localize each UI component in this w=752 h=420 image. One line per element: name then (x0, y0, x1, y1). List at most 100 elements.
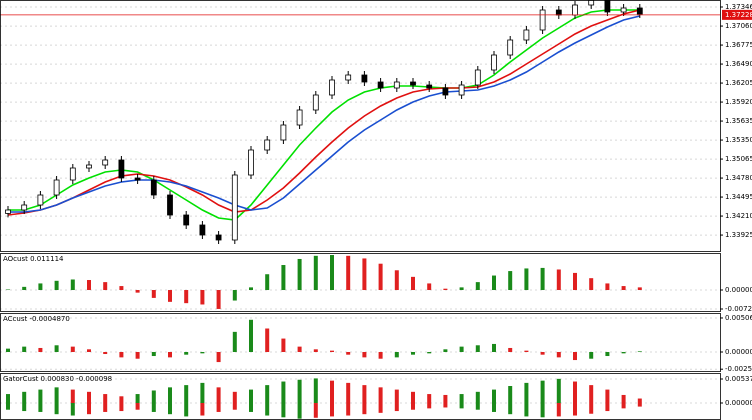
histogram-bar (70, 389, 75, 404)
histogram-bar (330, 350, 334, 352)
histogram-bar (492, 389, 496, 404)
histogram-bar (249, 319, 253, 352)
histogram-bar (540, 267, 545, 291)
histogram-bar (621, 286, 626, 291)
pane (0, 378, 720, 419)
candle-body (507, 39, 514, 56)
histogram-bar (281, 338, 286, 352)
histogram-bar (621, 351, 626, 354)
histogram-bar (297, 379, 302, 404)
histogram-bar (475, 282, 480, 291)
histogram-bar (589, 403, 594, 414)
histogram-bar (184, 385, 189, 404)
histogram-bar (524, 268, 529, 291)
histogram-bar (427, 283, 432, 291)
candle-body (523, 29, 530, 41)
histogram-bar (443, 394, 448, 404)
y-tick-label: 1.35350 (725, 136, 752, 144)
histogram-bar (313, 378, 318, 404)
histogram-bar (524, 403, 529, 417)
candle-body (555, 9, 562, 16)
histogram-bar (151, 403, 156, 412)
candle-body (199, 224, 206, 236)
histogram-bar (232, 290, 237, 301)
candle-body (377, 81, 384, 89)
histogram-bar (443, 288, 448, 291)
histogram-bar (589, 385, 594, 404)
histogram-bar (313, 349, 318, 352)
histogram-bar (605, 283, 610, 291)
histogram-bar (573, 381, 577, 404)
histogram-bar (265, 385, 270, 404)
histogram-bar (540, 380, 545, 404)
candle-body (345, 74, 352, 81)
histogram-bar (621, 403, 626, 409)
histogram-bar (216, 290, 221, 309)
histogram-bar (70, 346, 75, 352)
histogram-bar (362, 351, 367, 358)
indicator-title: GatorCust 0.000830 -0.000098 (3, 375, 112, 383)
histogram-bar (508, 386, 513, 404)
histogram-bar (492, 403, 496, 412)
histogram-bar (87, 391, 91, 404)
candle-body (410, 81, 416, 86)
histogram-bar (427, 351, 432, 354)
histogram-bar (362, 403, 367, 415)
histogram-bar (232, 391, 237, 404)
candle-body (620, 7, 627, 13)
y-tick-label: 0.000000 (725, 348, 752, 356)
histogram-bar (54, 345, 59, 352)
histogram-bar (524, 350, 529, 352)
candle-body (69, 167, 76, 181)
histogram-bar (605, 403, 610, 412)
histogram-bar (362, 385, 367, 404)
candle-body (150, 179, 157, 196)
candle-body (296, 109, 303, 126)
histogram-bar (394, 351, 399, 358)
histogram-bar (232, 331, 237, 352)
histogram-bar (508, 271, 513, 291)
histogram-bar (168, 290, 172, 302)
histogram-bar (216, 351, 221, 363)
histogram-bar (313, 403, 318, 418)
histogram-bar (443, 403, 448, 408)
indicator-line (8, 9, 640, 221)
histogram-bar (540, 351, 545, 355)
histogram-bar (637, 287, 642, 291)
histogram-bar (637, 403, 642, 407)
histogram-bar (459, 403, 464, 409)
indicator-title: ACcust -0.0004870 (3, 315, 70, 323)
histogram-bar (330, 255, 334, 291)
histogram-bar (54, 280, 59, 291)
histogram-bar (103, 403, 108, 412)
histogram-bar (459, 287, 464, 291)
candle-body (118, 159, 125, 179)
histogram-bar (119, 403, 124, 412)
candle-body (329, 79, 335, 96)
histogram-bar (411, 403, 415, 410)
candle-body (5, 209, 11, 214)
histogram-bar (508, 347, 513, 352)
histogram-bar (637, 398, 642, 404)
histogram-bar (6, 289, 10, 291)
candle-body (86, 164, 92, 169)
histogram-bar (475, 403, 480, 410)
histogram-bar (184, 403, 189, 417)
histogram-bar (54, 387, 59, 404)
histogram-bar (265, 403, 270, 416)
histogram-bar (573, 272, 577, 291)
candle-body (231, 174, 238, 241)
histogram-bar (524, 382, 529, 404)
y-tick-label: 1.35065 (725, 155, 752, 163)
candle-body (636, 7, 643, 15)
indicator-line (7, 9, 640, 216)
y-tick-label: -0.007223 (725, 305, 752, 313)
histogram-bar (70, 279, 75, 291)
histogram-bar (346, 255, 351, 291)
histogram-bar (200, 290, 205, 305)
y-tick-label: -0.0025618 (725, 365, 752, 373)
histogram-bar (411, 276, 415, 291)
y-tick-label: 1.36490 (725, 60, 752, 68)
histogram-bar (427, 394, 432, 404)
candle-body (539, 9, 546, 31)
